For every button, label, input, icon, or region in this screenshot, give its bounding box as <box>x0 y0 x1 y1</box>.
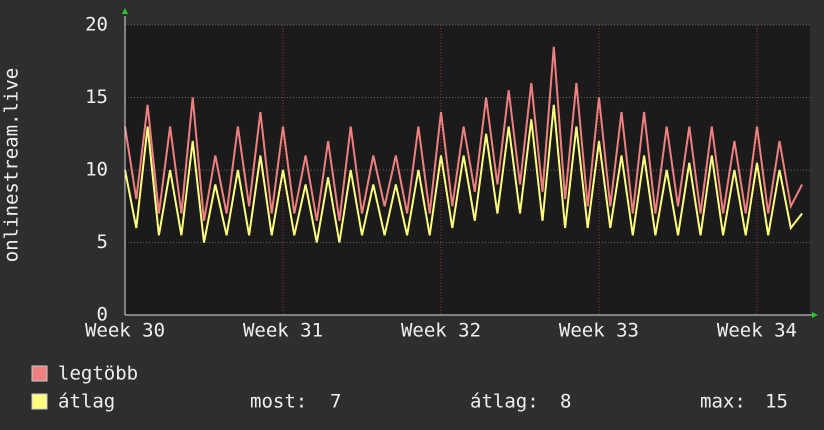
legend-swatch <box>31 393 48 410</box>
stat-label: átlag: <box>470 391 539 413</box>
x-tick-label: Week 32 <box>401 320 481 342</box>
stat-value: 7 <box>330 391 341 413</box>
stat-label: most: <box>250 391 307 413</box>
y-tick-label: 15 <box>85 86 108 108</box>
series-line <box>124 46 803 221</box>
x-tick-label: Week 30 <box>85 320 165 342</box>
stat-value: 8 <box>560 391 571 413</box>
legend-label: átlag <box>58 391 115 413</box>
legend-label: legtöbb <box>58 363 138 385</box>
stat-value: 15 <box>765 391 788 413</box>
y-arrow <box>122 8 128 14</box>
y-tick-label: 5 <box>97 231 108 253</box>
x-tick-label: Week 33 <box>559 320 639 342</box>
y-tick-label: 20 <box>85 14 108 36</box>
y-tick-label: 0 <box>97 304 108 326</box>
x-arrow <box>812 312 818 318</box>
legend-swatch <box>31 365 48 382</box>
x-tick-label: Week 31 <box>243 320 323 342</box>
series-line <box>124 104 803 243</box>
y-tick-label: 10 <box>85 159 108 181</box>
stat-label: max: <box>700 391 746 413</box>
y-axis-label: onlinestream.live <box>1 68 23 262</box>
x-tick-label: Week 34 <box>717 320 797 342</box>
